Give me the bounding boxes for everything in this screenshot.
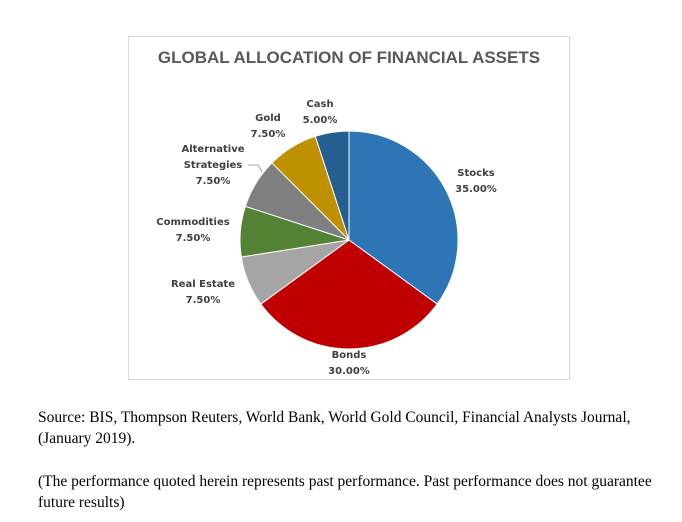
data-label-bonds: Bonds 30.00% — [328, 350, 370, 377]
pie-slice-bonds — [260, 239, 438, 350]
source-caption: Source: BIS, Thompson Reuters, World Ban… — [38, 409, 631, 447]
data-label-cash: Cash 5.00% — [303, 99, 338, 126]
pie-slice-stocks — [348, 130, 459, 305]
data-label-real-estate: Real Estate 7.50% — [171, 279, 235, 306]
pie-slice-cash — [314, 130, 350, 241]
data-label-stocks: Stocks 35.00% — [455, 168, 497, 195]
data-label-commodities: Commodities 7.50% — [156, 217, 229, 244]
data-label-alternative-strategies: Alternative Strategies 7.50% — [181, 144, 244, 187]
disclaimer-caption: (The performance quoted herein represent… — [38, 473, 652, 511]
data-label-gold: Gold 7.50% — [251, 113, 286, 140]
chart-title: GLOBAL ALLOCATION OF FINANCIAL ASSETS — [157, 48, 541, 67]
leader-line-alternative-strategies — [248, 164, 263, 173]
